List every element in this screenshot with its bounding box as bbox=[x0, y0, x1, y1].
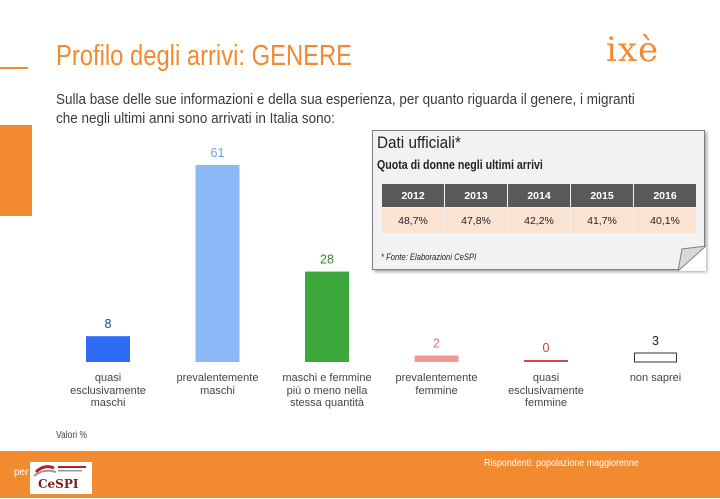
bar bbox=[524, 360, 568, 362]
category-label-line: quasi bbox=[94, 372, 122, 384]
table-cell: 40,1% bbox=[633, 207, 697, 234]
category-label: quasi esclusivamente maschi bbox=[53, 372, 163, 410]
cespi-logo-text: CeSPI bbox=[38, 477, 79, 491]
ixe-logo: ixè bbox=[606, 22, 666, 70]
bar bbox=[305, 271, 349, 362]
data-label: 0 bbox=[543, 341, 550, 355]
category-label: maschi e femmine più o meno nella stessa q… bbox=[272, 372, 382, 410]
category-label: quasi esclusivamente femmine bbox=[491, 372, 601, 410]
category-label-line: femmine bbox=[415, 384, 458, 397]
left-accent-block bbox=[0, 125, 32, 216]
survey-question: Sulla base delle sue informazioni e dell… bbox=[56, 92, 635, 127]
category-label-line: prevalentemente bbox=[395, 372, 478, 384]
category-label-line: esclusivamente bbox=[70, 384, 146, 397]
page-curl-corner bbox=[678, 246, 706, 271]
footer-bar bbox=[0, 451, 720, 498]
page-title: Profilo degli arrivi: GENERE bbox=[56, 40, 353, 72]
category-label-line: maschi bbox=[90, 397, 126, 409]
category-label-line: non saprei bbox=[629, 372, 682, 384]
official-data-box: Dati ufficiali* Quota di donne negli ult… bbox=[372, 130, 705, 270]
data-label: 8 bbox=[105, 317, 112, 331]
data-label: 2 bbox=[433, 337, 440, 351]
official-box-title: Dati ufficiali* bbox=[377, 133, 461, 152]
cespi-logo: CeSPI bbox=[30, 462, 92, 494]
bar bbox=[634, 352, 677, 363]
official-data-table: 2012 2013 2014 2015 2016 48,7% 47,8% 42,… bbox=[381, 183, 697, 234]
category-label-line: prevalentemente bbox=[176, 372, 259, 384]
values-note: Valori % bbox=[56, 430, 88, 441]
category-label: prevalentemente maschi bbox=[163, 372, 273, 397]
official-box-source: * Fonte: Elaborazioni CeSPI bbox=[381, 252, 477, 262]
category-label-line: maschi e femmine bbox=[282, 372, 372, 384]
data-label: 3 bbox=[652, 334, 659, 348]
table-cell: 42,2% bbox=[507, 207, 571, 234]
bar bbox=[414, 355, 459, 362]
year-header: 2016 bbox=[633, 183, 697, 208]
cespi-emblem bbox=[33, 465, 86, 477]
category-label: non saprei bbox=[601, 372, 711, 385]
logo-text: ixè bbox=[606, 30, 660, 70]
official-box-subtitle: Quota di donne negli ultimi arrivi bbox=[377, 158, 543, 172]
year-header: 2015 bbox=[570, 183, 634, 208]
respondents-note: Rispondenti: popolazione maggiorenne bbox=[484, 457, 639, 469]
top-accent-rule bbox=[0, 67, 28, 69]
table-cell: 48,7% bbox=[381, 207, 445, 234]
category-label: prevalentemente femmine bbox=[382, 372, 492, 397]
bar bbox=[86, 336, 130, 362]
bar-chart: 8 61 28 2 0 3 bbox=[86, 146, 677, 363]
data-label: 61 bbox=[211, 146, 225, 160]
table-header-row: 2012 2013 2014 2015 2016 bbox=[381, 183, 697, 208]
year-header: 2013 bbox=[444, 183, 508, 208]
category-label-line: maschi bbox=[200, 384, 235, 397]
per-label: per bbox=[14, 467, 29, 478]
category-label-line: femmine bbox=[524, 397, 568, 409]
bar bbox=[195, 165, 240, 362]
category-label-line: stessa quantità bbox=[290, 397, 364, 409]
category-label-line: più o meno nella bbox=[286, 384, 368, 397]
year-header: 2012 bbox=[381, 183, 445, 208]
category-label-line: quasi bbox=[532, 372, 560, 384]
year-header: 2014 bbox=[507, 183, 571, 208]
data-label: 28 bbox=[320, 253, 334, 267]
table-row: 48,7% 47,8% 42,2% 41,7% 40,1% bbox=[381, 207, 697, 234]
category-label-line: esclusivamente bbox=[508, 384, 584, 397]
table-cell: 41,7% bbox=[570, 207, 634, 234]
table-cell: 47,8% bbox=[444, 207, 508, 234]
